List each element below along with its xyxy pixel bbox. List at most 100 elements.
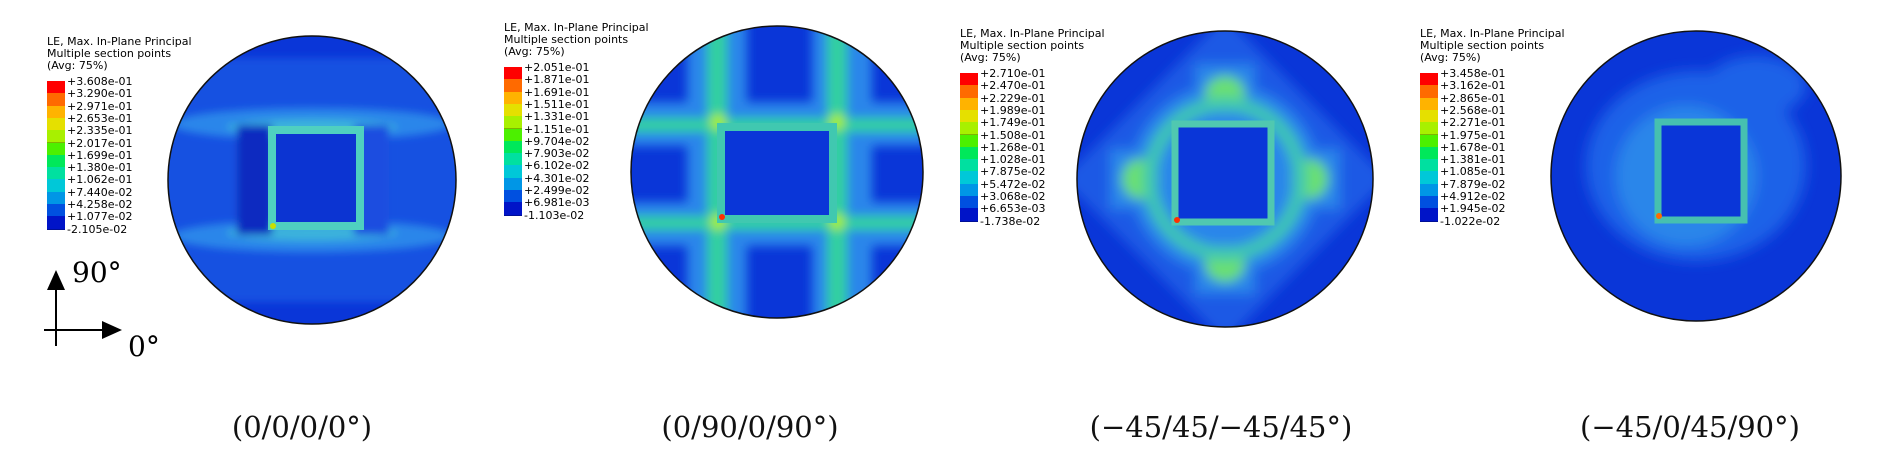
axis-arrows [44, 270, 122, 346]
legend-color-band [960, 159, 978, 173]
legend-panel-3: LE, Max. In-Plane Principal Multiple sec… [960, 28, 1105, 228]
legend-color-band [1420, 109, 1438, 124]
legend-tick-value: +7.903e-02 [524, 147, 590, 161]
legend-tick-value: +4.258e-02 [67, 198, 133, 211]
legend-panel-1: LE, Max. In-Plane Principal Multiple sec… [47, 36, 192, 236]
legend-color-band [960, 97, 978, 111]
legend-panel-2: LE, Max. In-Plane Principal Multiple sec… [504, 22, 649, 222]
legend-tick-value: +2.271e-01 [1440, 116, 1506, 130]
legend-color-band [504, 177, 522, 191]
legend-tick-value: +2.470e-01 [980, 79, 1046, 93]
legend-color-band [504, 190, 522, 204]
legend-color-band [1420, 85, 1438, 99]
legend-tick-value: +2.499e-02 [524, 184, 590, 197]
legend-tick-value: +1.380e-01 [67, 161, 133, 175]
legend-color-band [47, 142, 65, 156]
legend-color-band [960, 183, 978, 197]
legend-title: LE, Max. In-Plane Principal [1420, 27, 1565, 40]
contour-plot-3 [1076, 30, 1374, 328]
legend-color-band [504, 153, 522, 167]
panel-0-0-0-0: LE, Max. In-Plane Principal Multiple sec… [0, 0, 470, 472]
caption-panel-4: (−45/0/45/90°) [1580, 410, 1800, 444]
legend-tick-value: +6.981e-03 [524, 196, 590, 210]
legend-title: LE, Max. In-Plane Principal [47, 35, 192, 48]
legend-color-band [504, 140, 522, 155]
legend-subtitle: Multiple section points [504, 33, 629, 46]
legend-tick-value: -1.103e-02 [524, 208, 585, 222]
legend-tick-value: +1.691e-01 [524, 85, 590, 99]
legend-avg: (Avg: 75%) [960, 51, 1021, 64]
legend-tick-value: +1.678e-01 [1440, 140, 1506, 154]
legend-color-band [47, 204, 65, 218]
legend-tick-value: +6.102e-02 [524, 159, 590, 173]
legend-avg: (Avg: 75%) [504, 45, 565, 58]
legend-tick-value: +1.945e-02 [1440, 202, 1506, 216]
legend-title: LE, Max. In-Plane Principal [960, 27, 1105, 40]
legend-color-band [960, 85, 978, 99]
legend-tick-value: +2.865e-01 [1440, 91, 1506, 105]
axis-label-0: 0° [128, 330, 160, 363]
legend-color-band [1420, 134, 1438, 148]
legend-tick-value: +4.301e-02 [524, 171, 590, 185]
legend-color-band [960, 109, 978, 124]
legend-tick-value: -1.738e-02 [980, 214, 1041, 228]
color-scale: +3.608e-01 +3.290e-01 +2.971e-01 +2.653e-01… [47, 76, 192, 236]
legend-tick-value: +1.028e-01 [980, 153, 1046, 167]
legend-color-band [47, 167, 65, 181]
contour-plot-2 [630, 25, 924, 319]
legend-tick-value: +3.162e-01 [1440, 79, 1506, 93]
legend-color-band [47, 105, 65, 119]
legend-color-band [504, 103, 522, 118]
legend-color-band [504, 116, 522, 130]
legend-color-band [1420, 122, 1438, 136]
legend-color-band [504, 67, 522, 81]
legend-color-band [1420, 159, 1438, 173]
legend-tick-value: +1.062e-01 [67, 173, 133, 187]
legend-tick-value: +4.912e-02 [1440, 190, 1506, 203]
legend-tick-value: +1.989e-01 [980, 103, 1046, 117]
legend-color-band [47, 81, 65, 95]
legend-tick-value: +7.879e-02 [1440, 177, 1506, 191]
legend-tick-value: +2.335e-01 [67, 124, 133, 138]
legend-tick-value: +6.653e-03 [980, 202, 1046, 216]
legend-tick-value: +1.077e-02 [67, 210, 133, 224]
legend-color-band [960, 196, 978, 210]
legend-color-band [960, 171, 978, 185]
panel-45-0-45-90: LE, Max. In-Plane Principal Multiple sec… [1420, 0, 1893, 472]
legend-title: LE, Max. In-Plane Principal [504, 21, 649, 34]
legend-tick-value: +1.749e-01 [980, 116, 1046, 130]
legend-color-band [1420, 183, 1438, 197]
panel-0-90-0-90: LE, Max. In-Plane Principal Multiple sec… [470, 0, 950, 472]
legend-panel-4: LE, Max. In-Plane Principal Multiple sec… [1420, 28, 1565, 228]
legend-tick-value: +3.290e-01 [67, 87, 133, 101]
legend-tick-value: +2.568e-01 [1440, 103, 1506, 117]
legend-color-band [1420, 73, 1438, 87]
color-scale: +3.458e-01 +3.162e-01 +2.865e-01 +2.568e-01… [1420, 68, 1565, 228]
legend-tick-value: +1.511e-01 [524, 97, 590, 111]
legend-tick-value: +3.458e-01 [1440, 67, 1506, 80]
legend-color-band [1420, 97, 1438, 111]
legend-subtitle: Multiple section points [47, 47, 172, 60]
legend-color-band [960, 208, 978, 222]
legend-color-band [960, 73, 978, 87]
legend-tick-value: +9.704e-02 [524, 134, 590, 148]
legend-color-band [1420, 208, 1438, 222]
legend-tick-value: +7.440e-02 [67, 185, 133, 199]
legend-tick-value: +7.875e-02 [980, 165, 1046, 179]
legend-color-band [960, 134, 978, 148]
legend-color-band [504, 128, 522, 142]
legend-color-band [1420, 146, 1438, 161]
legend-tick-value: +1.151e-01 [524, 122, 590, 136]
legend-tick-value: +2.229e-01 [980, 91, 1046, 105]
legend-tick-value: -2.105e-02 [67, 222, 128, 236]
color-scale: +2.710e-01 +2.470e-01 +2.229e-01 +1.989e-01… [960, 68, 1105, 228]
caption-panel-1: (0/0/0/0°) [231, 410, 373, 444]
legend-color-band [47, 154, 65, 169]
legend-tick-value: +2.017e-01 [67, 136, 133, 150]
legend-color-band [47, 117, 65, 132]
caption-panel-2: (0/90/0/90°) [661, 410, 839, 444]
legend-tick-value: +1.699e-01 [67, 148, 133, 162]
axis-label-90: 90° [72, 256, 122, 289]
legend-color-band [960, 122, 978, 136]
legend-avg: (Avg: 75%) [47, 59, 108, 72]
